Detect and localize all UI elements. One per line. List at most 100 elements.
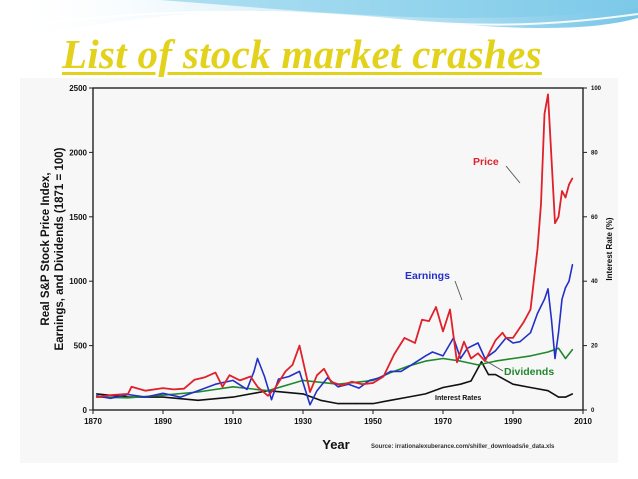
y-tick-label-500: 500	[74, 342, 88, 351]
point-price-17	[274, 387, 276, 389]
series-line-dividends	[96, 347, 574, 399]
point-earnings-17	[309, 404, 311, 406]
point-price-45	[505, 337, 507, 339]
y2-tick-label-20: 20	[591, 344, 598, 350]
x-tick-label-1910: 1910	[224, 417, 242, 426]
point-earnings-46	[557, 332, 560, 334]
point-price-11	[221, 386, 224, 388]
point-price-53	[550, 158, 553, 160]
point-dividends-13	[459, 360, 462, 362]
point-earnings-12	[263, 375, 266, 378]
series-line-price	[96, 93, 574, 398]
point-price-56	[561, 190, 563, 192]
point-interest-rates-8	[337, 403, 339, 405]
x-axis-label: Year	[322, 437, 349, 452]
point-earnings-45	[554, 357, 556, 360]
point-interest-rates-22	[547, 390, 549, 392]
point-price-19	[291, 364, 294, 366]
point-earnings-40	[529, 332, 532, 334]
point-earnings-4	[162, 392, 164, 394]
point-interest-rates-17	[480, 361, 483, 363]
point-earnings-14	[277, 378, 280, 380]
y2-tick-label-80: 80	[591, 150, 598, 156]
point-earnings-28	[424, 355, 427, 357]
point-dividends-17	[529, 355, 532, 357]
point-price-41	[477, 352, 479, 354]
point-price-55	[557, 216, 560, 218]
point-price-52	[547, 93, 549, 95]
point-price-26	[351, 381, 353, 383]
axes-layer: 1870 1890 1910 1930 1950 1970 1990 201005001000…	[69, 84, 601, 426]
point-price-58	[568, 184, 570, 186]
point-earnings-50	[571, 263, 574, 266]
point-price-6	[172, 388, 175, 390]
point-earnings-27	[410, 364, 413, 366]
point-interest-rates-18	[487, 374, 490, 376]
point-price-9	[204, 376, 206, 378]
point-price-10	[214, 372, 217, 374]
x-tick-label-2010: 2010	[574, 417, 592, 426]
point-interest-rates-23	[557, 396, 560, 398]
x-tick-label-1870: 1870	[84, 417, 102, 426]
point-price-38	[456, 361, 458, 363]
y-tick-label-2000: 2000	[69, 148, 87, 157]
point-price-14	[249, 375, 252, 378]
point-earnings-38	[512, 342, 514, 344]
point-earnings-18	[316, 390, 318, 392]
point-price-35	[435, 306, 437, 308]
y-tick-label-1000: 1000	[69, 277, 87, 286]
y-axis-label-line-2: Earnings, and Dividends (1871 = 100)	[54, 147, 66, 350]
annotation-earnings-pointer	[454, 280, 463, 301]
point-earnings-42	[543, 298, 546, 300]
point-price-27	[361, 383, 364, 385]
point-earnings-1	[109, 397, 112, 399]
point-earnings-11	[256, 357, 259, 360]
point-price-28	[372, 382, 374, 384]
point-interest-rates-25	[571, 393, 574, 395]
point-price-31	[403, 337, 406, 339]
annotation-dividends: Dividends	[504, 366, 554, 378]
annotation-interest-rates: Interest Rates	[435, 395, 481, 402]
series-line-interest-rates	[96, 360, 573, 405]
point-interest-rates-15	[459, 383, 462, 385]
point-dividends-4	[232, 386, 234, 388]
point-dividends-21	[571, 348, 574, 351]
point-price-25	[340, 384, 343, 387]
point-earnings-20	[337, 386, 339, 388]
point-earnings-39	[519, 341, 521, 343]
point-price-34	[428, 320, 430, 322]
point-interest-rates-14	[442, 386, 444, 389]
point-price-3	[130, 386, 133, 388]
y2-tick-label-60: 60	[591, 215, 598, 221]
point-price-29	[382, 375, 385, 378]
point-price-0	[95, 396, 98, 398]
point-earnings-22	[358, 387, 360, 389]
point-price-51	[543, 113, 546, 115]
point-earnings-5	[179, 396, 182, 398]
point-price-7	[183, 388, 185, 390]
x-tick-label-1930: 1930	[294, 417, 312, 426]
point-earnings-43	[547, 288, 549, 290]
point-price-24	[330, 381, 332, 383]
slide-title: List of stock market crashes	[62, 31, 542, 77]
point-earnings-16	[298, 370, 301, 372]
chart-background	[20, 78, 618, 463]
point-price-23	[323, 368, 325, 370]
point-interest-rates-19	[494, 374, 497, 376]
point-interest-rates-12	[407, 396, 409, 398]
point-earnings-36	[494, 350, 497, 352]
point-interest-rates-2	[162, 396, 164, 398]
x-tick-label-1950: 1950	[364, 417, 382, 426]
point-price-22	[316, 374, 318, 376]
point-interest-rates-13	[424, 393, 427, 395]
point-price-44	[501, 332, 504, 334]
point-earnings-44	[550, 319, 553, 321]
x-tick-label-1970: 1970	[434, 417, 452, 426]
point-earnings-7	[214, 383, 217, 385]
point-interest-rates-16	[470, 380, 472, 382]
point-price-42	[484, 360, 486, 362]
point-earnings-0	[95, 395, 98, 397]
point-earnings-30	[442, 355, 444, 357]
y2-tick-label-40: 40	[591, 279, 598, 285]
